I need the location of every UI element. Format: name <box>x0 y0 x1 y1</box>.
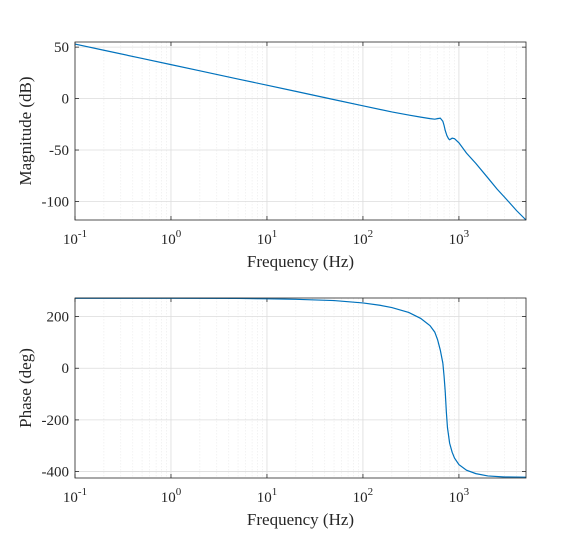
magnitude-y-tick-label: -100 <box>42 194 70 210</box>
magnitude-y-tick-label: 50 <box>54 40 69 56</box>
phase-x-tick-label: 100 <box>161 486 182 506</box>
phase-y-tick-label: -200 <box>42 413 70 429</box>
phase-y-tick-label: 0 <box>62 361 70 377</box>
phase-y-axis-label: Phase (deg) <box>16 348 35 428</box>
phase-y-tick-label: -400 <box>42 465 70 481</box>
phase-axes-frame <box>74 297 527 479</box>
magnitude-plot: 50 0 -50 -100 10-1 100 101 102 103 Frequency (Hz)… <box>16 40 527 271</box>
phase-x-tick-label: 101 <box>257 486 278 506</box>
phase-x-axis-label: Frequency (Hz) <box>247 510 354 529</box>
phase-y-tick-label: 200 <box>47 310 70 326</box>
phase-x-tick-label: 103 <box>449 486 470 506</box>
phase-series-line <box>75 297 527 478</box>
magnitude-x-tick-label: 100 <box>161 228 182 248</box>
magnitude-y-tick-label: 0 <box>62 92 70 108</box>
phase-grid <box>74 298 527 478</box>
magnitude-series-line <box>74 43 527 221</box>
phase-x-tick-label: 102 <box>353 486 374 506</box>
phase-plot: 200 0 -200 -400 10-1 100 101 102 103 Frequency (H… <box>16 297 527 529</box>
magnitude-grid <box>74 42 527 220</box>
magnitude-x-tick-label: 101 <box>257 228 278 248</box>
magnitude-x-axis-label: Frequency (Hz) <box>247 252 354 271</box>
magnitude-x-tick-label: 103 <box>449 228 470 248</box>
phase-x-tick-label: 10-1 <box>63 486 87 506</box>
magnitude-axes-frame <box>74 41 527 221</box>
magnitude-y-axis-label: Magnitude (dB) <box>16 76 35 185</box>
magnitude-y-tick-label: -50 <box>49 143 69 159</box>
magnitude-x-tick-label: 10-1 <box>63 228 87 248</box>
magnitude-x-tick-label: 102 <box>353 228 374 248</box>
